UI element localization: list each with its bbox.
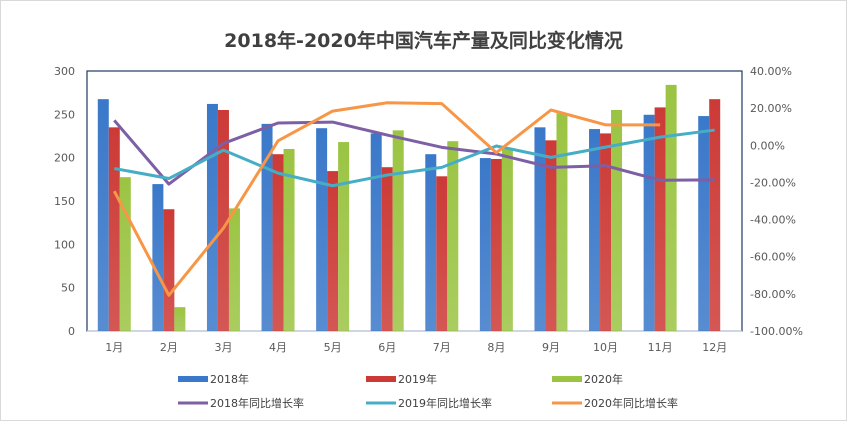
y-left-tick-label: 200 [54, 152, 75, 165]
legend-label: 2019年 [398, 372, 437, 386]
x-tick-label: 4月 [269, 341, 287, 354]
x-tick-label: 10月 [593, 341, 618, 354]
y-left-tick-label: 300 [54, 65, 75, 78]
bar-2020年 [392, 130, 404, 331]
legend-swatch [552, 376, 582, 382]
x-tick-label: 6月 [378, 341, 396, 354]
x-tick-label: 12月 [702, 341, 727, 354]
bar-2018年 [206, 103, 218, 331]
y-right-tick-label: -40.00% [750, 214, 796, 227]
x-tick-label: 1月 [105, 341, 123, 354]
bar-2019年 [108, 127, 120, 331]
bar-2018年 [698, 116, 710, 331]
y-right-tick-label: 40.00% [750, 65, 792, 78]
y-left-tick-label: 0 [68, 325, 75, 338]
y-left-tick-label: 100 [54, 238, 75, 251]
legend-swatch [366, 376, 396, 382]
bar-2019年 [381, 167, 393, 331]
x-tick-label: 7月 [433, 341, 451, 354]
chart-title: 2018年-2020年中国汽车产量及同比变化情况 [224, 30, 623, 52]
x-tick-label: 2月 [160, 341, 178, 354]
legend-label: 2018年 [210, 372, 249, 386]
bar-2019年 [654, 107, 666, 332]
legend-label: 2018年同比增长率 [210, 396, 304, 410]
bar-2019年 [327, 171, 339, 331]
y-right-tick-label: -100.00% [750, 325, 803, 338]
y-right-tick-label: -20.00% [750, 176, 796, 189]
bar-2018年 [425, 154, 437, 331]
bar-2019年 [163, 209, 175, 331]
bar-2020年 [174, 307, 186, 331]
bar-2019年 [490, 158, 502, 331]
bar-2020年 [611, 110, 623, 331]
legend-label: 2020年同比增长率 [584, 396, 678, 410]
bar-2020年 [338, 142, 350, 331]
bar-2019年 [600, 133, 612, 331]
y-right-tick-label: 20.00% [750, 102, 792, 115]
y-left-tick-label: 50 [61, 282, 75, 295]
bar-2018年 [479, 158, 491, 331]
bar-2019年 [709, 99, 721, 332]
bar-2020年 [119, 177, 131, 331]
line-2019年同比增长率 [114, 128, 715, 188]
y-right-tick-label: -60.00% [750, 251, 796, 264]
legend-label: 2020年 [584, 372, 623, 386]
line-2018年同比增长率 [113, 119, 715, 186]
bar-2020年 [665, 84, 677, 331]
bar-2020年 [228, 208, 240, 331]
bar-2019年 [545, 140, 557, 331]
bar-2020年 [447, 141, 459, 331]
bar-2020年 [556, 113, 568, 331]
bar-2018年 [152, 184, 164, 331]
x-tick-label: 8月 [487, 341, 505, 354]
x-tick-label: 5月 [324, 341, 342, 354]
bar-2018年 [589, 129, 601, 331]
bar-2019年 [272, 154, 284, 331]
legend-swatch [178, 376, 208, 382]
bar-2020年 [501, 148, 513, 331]
bar-2018年 [370, 133, 382, 331]
x-tick-label: 11月 [648, 341, 673, 354]
y-left-tick-label: 250 [54, 108, 75, 121]
bar-2019年 [217, 110, 229, 331]
x-tick-label: 3月 [214, 341, 232, 354]
y-left-tick-label: 150 [54, 195, 75, 208]
bar-2018年 [643, 114, 655, 332]
bar-2018年 [316, 128, 328, 331]
bar-2019年 [436, 176, 448, 331]
y-right-tick-label: 0.00% [750, 139, 785, 152]
bar-2020年 [283, 149, 295, 331]
bar-2018年 [261, 123, 273, 331]
bar-2018年 [97, 99, 109, 332]
bar-2018年 [534, 127, 546, 331]
x-tick-label: 9月 [542, 341, 560, 354]
y-right-tick-label: -80.00% [750, 288, 796, 301]
legend-label: 2019年同比增长率 [398, 396, 492, 410]
